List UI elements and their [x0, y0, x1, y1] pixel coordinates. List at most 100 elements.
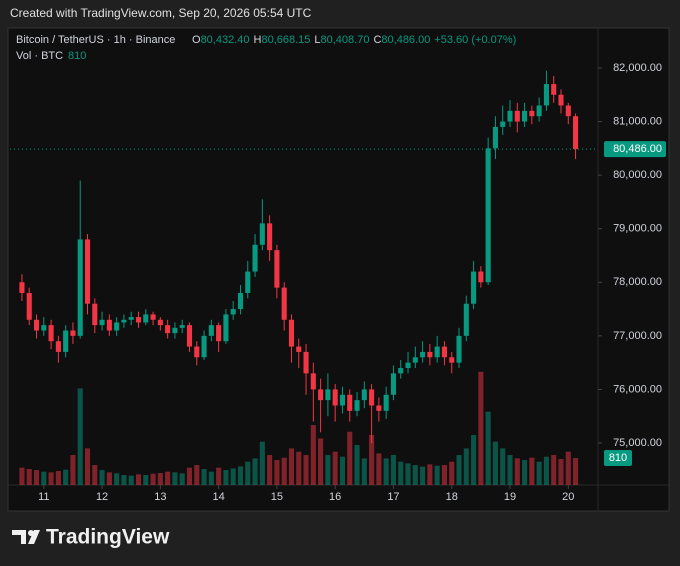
volume-bar — [339, 456, 346, 485]
volume-bar — [150, 473, 156, 485]
y-tick-label: 76,000.00 — [613, 383, 662, 395]
x-tick-label: 15 — [271, 491, 283, 503]
candle-body — [354, 400, 360, 411]
x-tick-label: 14 — [213, 491, 225, 503]
volume-bar — [19, 467, 25, 485]
candle-body — [383, 394, 389, 411]
volume-bar — [223, 470, 229, 485]
volume-bar — [179, 473, 185, 485]
volume-bar — [128, 475, 134, 485]
candle-body — [165, 325, 171, 334]
candle-body — [471, 271, 477, 304]
candle-body — [150, 314, 156, 320]
candle-body — [449, 357, 455, 363]
volume-bar — [398, 461, 404, 485]
volume-bar — [252, 458, 258, 485]
candle-body — [339, 394, 346, 406]
volume-bar — [558, 459, 564, 485]
candle-body — [332, 389, 338, 406]
candle-body — [573, 116, 579, 150]
y-tick-label: 78,000.00 — [613, 276, 662, 288]
volume-bar — [478, 371, 484, 485]
volume-tag — [604, 450, 632, 467]
volume-bar — [492, 441, 498, 485]
candle-body — [135, 317, 142, 323]
candle-body — [201, 335, 207, 358]
volume-bar — [332, 451, 338, 485]
volume-bar — [267, 455, 273, 485]
candle-body — [456, 335, 462, 363]
legend-h: H — [254, 34, 262, 46]
volume-bar — [259, 441, 265, 485]
y-tick-label: 81,000.00 — [613, 115, 662, 127]
candle-body — [77, 239, 83, 336]
legend-low: 80,408.70 — [321, 34, 370, 46]
candle-body — [405, 362, 411, 368]
y-tick-label: 79,000.00 — [613, 223, 662, 235]
candle-body — [172, 327, 178, 334]
candle-body — [369, 389, 375, 406]
last-price-label: 80,486.00 — [613, 143, 662, 155]
logo-dot — [28, 530, 34, 536]
volume-bar — [216, 467, 222, 485]
candle-body — [420, 351, 426, 358]
volume-bar — [114, 473, 120, 485]
y-tick-label: 82,000.00 — [613, 62, 662, 74]
candle-body — [507, 110, 513, 122]
volume-bar — [55, 471, 61, 485]
candle-body — [48, 325, 54, 342]
volume-bar — [456, 455, 462, 485]
logo: TradingView — [12, 526, 170, 549]
volume-bar — [143, 475, 149, 485]
volume-bar — [551, 455, 557, 485]
volume-bar — [296, 451, 302, 485]
candle-body — [296, 346, 302, 352]
candle-body — [522, 110, 528, 122]
volume-bar — [369, 435, 375, 485]
volume-bar — [84, 448, 91, 485]
candle-body — [281, 287, 287, 320]
legend-symbol: Bitcoin / TetherUS · 1h · Binance — [16, 34, 175, 46]
x-tick-label: 12 — [96, 491, 108, 503]
volume-bar — [573, 458, 579, 485]
volume-bar — [420, 466, 426, 485]
volume-bar — [376, 453, 382, 485]
candle-body — [434, 346, 440, 358]
x-tick-label: 11 — [38, 491, 49, 503]
candle-body — [318, 389, 324, 401]
volume-bar — [507, 455, 513, 485]
x-tick-label: 13 — [154, 491, 166, 503]
volume-bar — [434, 465, 440, 485]
candle-body — [288, 319, 295, 347]
brand: TradingView — [46, 526, 170, 549]
volume-bar — [463, 448, 469, 485]
x-tick-label: 18 — [446, 491, 458, 503]
legend-open: 80,432.40 — [201, 34, 250, 46]
candle-body — [274, 250, 280, 288]
volume-bar — [99, 470, 105, 485]
volume-bar — [522, 460, 528, 485]
volume-bar — [201, 469, 207, 485]
legend-c: C — [373, 34, 381, 46]
candle-body — [565, 105, 571, 117]
candle-body — [252, 244, 258, 272]
volume-bar — [33, 470, 40, 485]
volume-bar — [48, 472, 54, 485]
candle-body — [529, 110, 535, 117]
candle-body — [121, 319, 127, 323]
candle-body — [376, 405, 382, 411]
volume-bar — [186, 467, 193, 485]
candle-body — [536, 105, 542, 117]
volume-bar — [441, 465, 447, 485]
volume-bar — [77, 388, 83, 485]
volume-bar — [92, 465, 98, 485]
volume-bar — [427, 464, 433, 485]
candle-body — [194, 346, 200, 358]
candle-body — [179, 325, 185, 328]
volume-bar — [485, 411, 491, 485]
candle-body — [390, 373, 397, 395]
volume-bar — [106, 472, 112, 485]
candle-body — [41, 325, 47, 331]
candle-body — [441, 346, 447, 358]
